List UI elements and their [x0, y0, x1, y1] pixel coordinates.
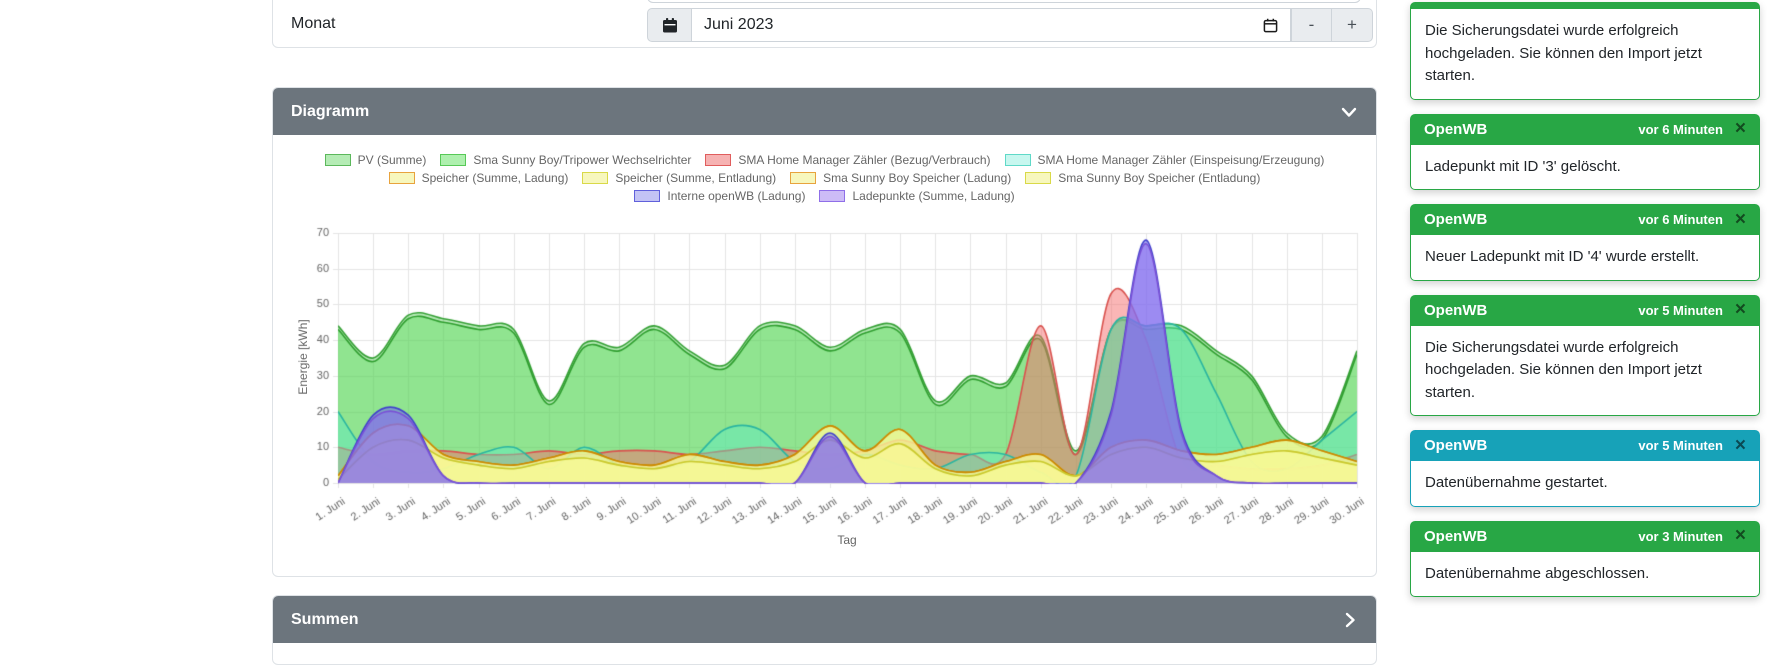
legend-label: Interne openWB (Ladung): [667, 189, 805, 203]
energy-chart: PV (Summe) Sma Sunny Boy/Tripower Wechsel…: [273, 135, 1376, 576]
diagram-panel: Diagramm PV (Summe) Sma Sunny Boy/Tripowe…: [272, 87, 1377, 577]
date-picker-icon[interactable]: [1263, 18, 1278, 33]
toast-title: OpenWB: [1424, 302, 1638, 319]
legend-label: SMA Home Manager Zähler (Einspeisung/Erz…: [1038, 153, 1325, 167]
diagram-panel-title: Diagramm: [291, 103, 1340, 121]
toast-title: OpenWB: [1424, 528, 1638, 545]
toast: OpenWB vor 5 Minuten × Datenübernahme ge…: [1410, 430, 1760, 507]
toast: OpenWB vor 6 Minuten × Neuer Ladepunkt m…: [1410, 204, 1760, 281]
toast-title: OpenWB: [1424, 121, 1638, 138]
toast-time: vor 6 Minuten: [1638, 122, 1723, 137]
legend-swatch: [705, 154, 731, 166]
toast-message: Datenübernahme gestartet.: [1410, 461, 1760, 507]
legend-label: Sma Sunny Boy Speicher (Entladung): [1058, 171, 1260, 185]
toast-title: OpenWB: [1424, 211, 1638, 228]
toast-header: ×: [1410, 2, 1760, 9]
summen-panel-header[interactable]: Summen: [273, 596, 1376, 643]
toast-time: vor 5 Minuten: [1638, 303, 1723, 318]
month-input-group: Juni 2023 - +: [647, 8, 1373, 42]
toast-header: OpenWB vor 3 Minuten ×: [1410, 521, 1760, 552]
summen-panel-title: Summen: [291, 611, 1342, 629]
toast-message: Ladepunkt mit ID '3' gelöscht.: [1410, 145, 1760, 191]
calendar-icon: [663, 18, 677, 33]
legend-row: Interne openWB (Ladung) Ladepunkte (Summe…: [273, 189, 1376, 203]
toast-header: OpenWB vor 5 Minuten ×: [1410, 430, 1760, 461]
toast-message: Die Sicherungsdatei wurde erfolgreich ho…: [1410, 326, 1760, 417]
month-increment-button[interactable]: +: [1332, 8, 1373, 42]
toast-title: OpenWB: [1424, 437, 1638, 454]
legend-label: Sma Sunny Boy Speicher (Ladung): [823, 171, 1011, 185]
x-axis-label: Tag: [837, 533, 856, 547]
toast: OpenWB vor 3 Minuten × Datenübernahme ab…: [1410, 521, 1760, 598]
month-label: Monat: [291, 15, 335, 33]
legend-swatch: [389, 172, 415, 184]
legend-item[interactable]: Speicher (Summe, Entladung): [582, 171, 776, 185]
legend-row: Speicher (Summe, Ladung) Speicher (Summe,…: [273, 171, 1376, 185]
legend-label: PV (Summe): [358, 153, 427, 167]
legend-item[interactable]: SMA Home Manager Zähler (Bezug/Verbrauch…: [705, 153, 990, 167]
toast-message: Die Sicherungsdatei wurde erfolgreich ho…: [1410, 9, 1760, 100]
toast-time: vor 5 Minuten: [1638, 438, 1723, 453]
y-axis-label: Energie [kWh]: [296, 319, 310, 394]
legend-swatch: [440, 154, 466, 166]
close-icon[interactable]: ×: [1735, 122, 1746, 136]
month-input-value: Juni 2023: [704, 16, 1263, 34]
chevron-right-icon: [1342, 611, 1358, 629]
toast-message: Datenübernahme abgeschlossen.: [1410, 552, 1760, 598]
legend-item[interactable]: Speicher (Summe, Ladung): [389, 171, 569, 185]
legend-label: Ladepunkte (Summe, Ladung): [852, 189, 1014, 203]
calendar-addon: [647, 8, 691, 42]
close-icon[interactable]: ×: [1735, 303, 1746, 317]
toast: × Die Sicherungsdatei wurde erfolgreich …: [1410, 2, 1760, 100]
legend-swatch: [1005, 154, 1031, 166]
toast-time: vor 3 Minuten: [1638, 529, 1723, 544]
toast-header: OpenWB vor 5 Minuten ×: [1410, 295, 1760, 326]
close-icon[interactable]: ×: [1735, 213, 1746, 227]
legend-item[interactable]: Ladepunkte (Summe, Ladung): [819, 189, 1014, 203]
toast-header: OpenWB vor 6 Minuten ×: [1410, 204, 1760, 235]
legend-item[interactable]: Sma Sunny Boy Speicher (Ladung): [790, 171, 1011, 185]
legend-row: PV (Summe) Sma Sunny Boy/Tripower Wechsel…: [273, 153, 1376, 167]
toast-time: vor 6 Minuten: [1638, 212, 1723, 227]
legend-item[interactable]: PV (Summe): [325, 153, 427, 167]
legend-swatch: [582, 172, 608, 184]
chart-legend: PV (Summe) Sma Sunny Boy/Tripower Wechsel…: [273, 153, 1376, 203]
legend-swatch: [634, 190, 660, 202]
toast: OpenWB vor 6 Minuten × Ladepunkt mit ID …: [1410, 114, 1760, 191]
legend-item[interactable]: Sma Sunny Boy/Tripower Wechselrichter: [440, 153, 691, 167]
month-decrement-button[interactable]: -: [1291, 8, 1332, 42]
previous-input-partial[interactable]: [647, 0, 1361, 3]
month-input[interactable]: Juni 2023: [691, 8, 1291, 42]
chevron-down-icon: [1340, 104, 1358, 120]
legend-swatch: [325, 154, 351, 166]
legend-label: SMA Home Manager Zähler (Bezug/Verbrauch…: [738, 153, 990, 167]
legend-swatch: [819, 190, 845, 202]
legend-label: Speicher (Summe, Ladung): [422, 171, 569, 185]
close-icon[interactable]: ×: [1735, 439, 1746, 453]
legend-item[interactable]: Interne openWB (Ladung): [634, 189, 805, 203]
month-form-card: Monat Juni 2023 - +: [272, 0, 1377, 48]
toast-header: OpenWB vor 6 Minuten ×: [1410, 114, 1760, 145]
legend-label: Sma Sunny Boy/Tripower Wechselrichter: [473, 153, 691, 167]
legend-item[interactable]: SMA Home Manager Zähler (Einspeisung/Erz…: [1005, 153, 1325, 167]
legend-swatch: [1025, 172, 1051, 184]
toast: OpenWB vor 5 Minuten × Die Sicherungsdat…: [1410, 295, 1760, 417]
legend-swatch: [790, 172, 816, 184]
toast-stack: × Die Sicherungsdatei wurde erfolgreich …: [1410, 2, 1760, 597]
close-icon[interactable]: ×: [1735, 529, 1746, 543]
legend-item[interactable]: Sma Sunny Boy Speicher (Entladung): [1025, 171, 1260, 185]
legend-label: Speicher (Summe, Entladung): [615, 171, 776, 185]
summen-panel: Summen: [272, 595, 1377, 665]
toast-message: Neuer Ladepunkt mit ID '4' wurde erstell…: [1410, 235, 1760, 281]
diagram-panel-header[interactable]: Diagramm: [273, 88, 1376, 135]
